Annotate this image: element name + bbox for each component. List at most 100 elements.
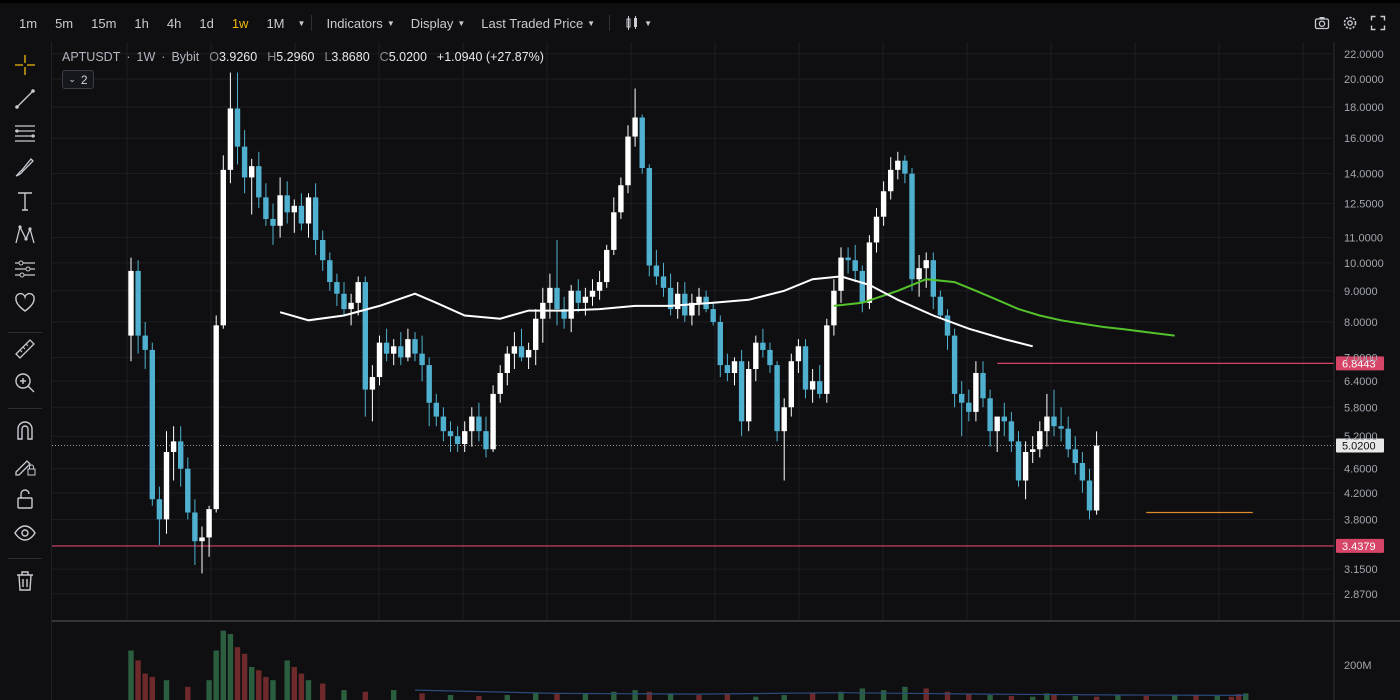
candle-body	[774, 365, 780, 432]
pattern-tool[interactable]	[12, 222, 38, 248]
last-price-label: 5.0200	[1342, 441, 1376, 453]
volume-bar	[227, 634, 234, 700]
candle-body	[426, 365, 432, 403]
candle-body	[220, 169, 226, 326]
candle-body	[525, 349, 532, 358]
ruler-tool[interactable]	[12, 336, 38, 362]
text-tool[interactable]	[12, 188, 38, 214]
top-right-actions	[1314, 15, 1386, 31]
timeframe-1h[interactable]: 1h	[134, 15, 149, 31]
sidebar-divider	[8, 332, 42, 333]
volume-bar	[859, 688, 865, 700]
prediction-tool[interactable]	[12, 256, 38, 282]
legend-close-value: 5.0200	[388, 50, 427, 64]
volume-bar	[256, 670, 262, 700]
timeframe-1w[interactable]: 1w	[231, 15, 249, 31]
price-tick-label: 20.0000	[1344, 74, 1384, 86]
candle-body	[951, 335, 958, 394]
price-source-menu[interactable]: Last Traded Price ▼	[473, 16, 603, 31]
candle-body	[1037, 431, 1043, 450]
volume-bar	[206, 680, 212, 700]
chart-type-menu[interactable]: ▼	[616, 15, 660, 31]
volume-bar	[1243, 693, 1249, 700]
candle-body	[731, 361, 738, 374]
chevron-down-icon: ▼	[386, 18, 395, 28]
timeframe-1m[interactable]: 1m	[19, 15, 38, 31]
timeframe-more-icon[interactable]: ▼	[297, 18, 306, 28]
crosshair-tool[interactable]	[12, 52, 38, 78]
ma-white-line	[279, 275, 1033, 348]
camera-icon[interactable]	[1314, 15, 1330, 31]
display-menu[interactable]: Display ▼	[403, 16, 474, 31]
candle-body	[646, 168, 652, 266]
price-tick-label: 4.2000	[1344, 488, 1378, 500]
candle-body	[454, 436, 461, 444]
candle-body	[291, 205, 297, 213]
candle-body	[490, 393, 496, 450]
candle-body	[270, 218, 276, 226]
candle-body	[263, 197, 269, 219]
magnet-tool[interactable]	[12, 418, 38, 444]
horizontal-lines-icon	[15, 125, 35, 142]
volume-bar	[135, 660, 141, 700]
visibility-tool[interactable]	[12, 520, 38, 546]
candlestick-series	[128, 72, 1100, 574]
drawing-toolbar	[0, 42, 52, 700]
volume-bar	[419, 693, 425, 700]
volume-bar	[923, 688, 929, 700]
candle-body	[149, 349, 155, 500]
volume-bar	[476, 696, 482, 700]
legend-low-value: 3.8680	[331, 50, 370, 64]
timeframe-15m[interactable]: 15m	[91, 15, 117, 31]
candle-body	[604, 249, 610, 283]
timeframe-4h[interactable]: 4h	[166, 15, 182, 31]
candle-body	[625, 136, 631, 186]
candle-body	[632, 117, 638, 137]
toolbar-divider	[311, 15, 313, 31]
candle-body	[817, 381, 823, 394]
candle-body	[447, 431, 454, 437]
candle-body	[128, 270, 134, 336]
timeframe-1d[interactable]: 1d	[199, 15, 214, 31]
volume-bar	[1008, 696, 1015, 700]
candle-body	[746, 369, 752, 422]
price-axis: 22.0000 20.0000 18.0000 16.0000 14.0000 12.50…	[52, 42, 1400, 700]
price-tick-label: 22.0000	[1344, 49, 1384, 61]
volume-bar	[696, 695, 702, 700]
candle-body	[618, 185, 624, 213]
candle-body	[355, 282, 361, 303]
candle-body	[1086, 480, 1093, 511]
volume-bar	[142, 673, 148, 700]
candle-body	[547, 287, 553, 303]
volume-bar	[263, 676, 269, 700]
settings-icon[interactable]	[1342, 15, 1358, 31]
price-chart[interactable]: 6.8443 3.4379 5.0200 200M 22.0000 20.0000 18…	[52, 42, 1400, 700]
candle-body	[845, 257, 851, 261]
price-tick-label: 11.0000	[1344, 233, 1383, 245]
collapse-indicators-button[interactable]: ⌄ 2	[62, 70, 94, 89]
brush-tool[interactable]	[12, 154, 38, 180]
candle-body	[391, 346, 397, 354]
candle-body	[888, 169, 894, 192]
volume-ma-line	[414, 689, 1246, 696]
timeframe-1M[interactable]: 1M	[266, 15, 285, 31]
favorites-tool[interactable]	[12, 290, 38, 316]
volume-axis-label: 200M	[1344, 660, 1372, 672]
zoom-in-tool[interactable]	[12, 370, 38, 396]
volume-bar	[1143, 696, 1149, 700]
volume-bar	[241, 653, 248, 700]
lock-all-tool[interactable]	[12, 486, 38, 512]
volume-bar	[1093, 696, 1100, 700]
indicators-menu[interactable]: Indicators ▼	[318, 16, 402, 31]
price-tick-label: 14.0000	[1344, 169, 1384, 181]
candle-body	[277, 195, 283, 226]
volume-bar	[185, 686, 191, 700]
lock-drawing-tool[interactable]	[12, 452, 38, 478]
fullscreen-icon[interactable]	[1370, 15, 1386, 31]
trend-line-tool[interactable]	[12, 86, 38, 112]
candle-body	[802, 346, 809, 390]
timeframe-5m[interactable]: 5m	[55, 15, 74, 31]
volume-bar	[724, 693, 731, 700]
remove-drawings-tool[interactable]	[12, 568, 38, 594]
horizontal-lines-tool[interactable]	[12, 120, 38, 146]
